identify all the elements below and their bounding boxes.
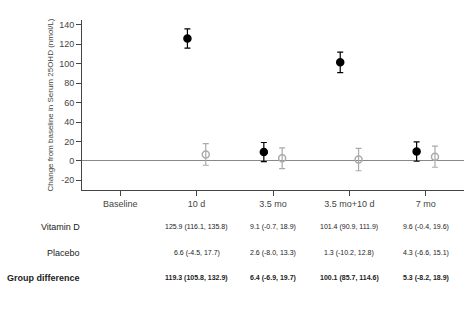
svg-text:1.3 (-10.2, 12.8): 1.3 (-10.2, 12.8)	[324, 249, 374, 257]
svg-text:7 mo: 7 mo	[416, 199, 436, 209]
svg-text:100.1 (85.7, 114.6): 100.1 (85.7, 114.6)	[320, 274, 379, 282]
svg-text:3.5 mo+10 d: 3.5 mo+10 d	[324, 199, 374, 209]
svg-text:140: 140	[59, 20, 74, 30]
svg-text:5.3 (-8.2, 18.9): 5.3 (-8.2, 18.9)	[403, 274, 449, 282]
svg-text:20: 20	[64, 137, 74, 147]
svg-text:Baseline: Baseline	[103, 199, 138, 209]
svg-text:2.6 (-8.0, 13.3): 2.6 (-8.0, 13.3)	[250, 249, 296, 257]
svg-text:0: 0	[69, 156, 74, 166]
svg-text:Change from baseline in Serum: Change from baseline in Serum 25OHD (nmo…	[46, 18, 55, 191]
svg-text:120: 120	[59, 39, 74, 49]
svg-text:60: 60	[64, 98, 74, 108]
svg-text:9.6 (-0.4, 19.6): 9.6 (-0.4, 19.6)	[403, 223, 449, 231]
svg-text:Vitamin D: Vitamin D	[41, 222, 80, 232]
svg-text:3.5 mo: 3.5 mo	[259, 199, 287, 209]
svg-text:125.9 (116.1, 135.8): 125.9 (116.1, 135.8)	[165, 223, 228, 231]
svg-text:4.3 (-6.6, 15.1): 4.3 (-6.6, 15.1)	[403, 249, 449, 257]
svg-text:100: 100	[59, 59, 74, 69]
svg-text:9.1 (-0.7, 18.9): 9.1 (-0.7, 18.9)	[250, 223, 296, 231]
svg-text:119.3 (105.8, 132.9): 119.3 (105.8, 132.9)	[165, 274, 228, 282]
svg-text:80: 80	[64, 78, 74, 88]
svg-text:6.6 (-4.5, 17.7): 6.6 (-4.5, 17.7)	[174, 249, 220, 257]
svg-text:10 d: 10 d	[188, 199, 206, 209]
svg-text:6.4 (-6.9, 19.7): 6.4 (-6.9, 19.7)	[250, 274, 296, 282]
svg-text:Placebo: Placebo	[47, 248, 80, 258]
svg-text:101.4 (90.9, 111.9): 101.4 (90.9, 111.9)	[320, 223, 378, 231]
svg-text:-20: -20	[61, 175, 74, 185]
svg-text:Group difference: Group difference	[7, 273, 80, 283]
svg-text:40: 40	[64, 117, 74, 127]
